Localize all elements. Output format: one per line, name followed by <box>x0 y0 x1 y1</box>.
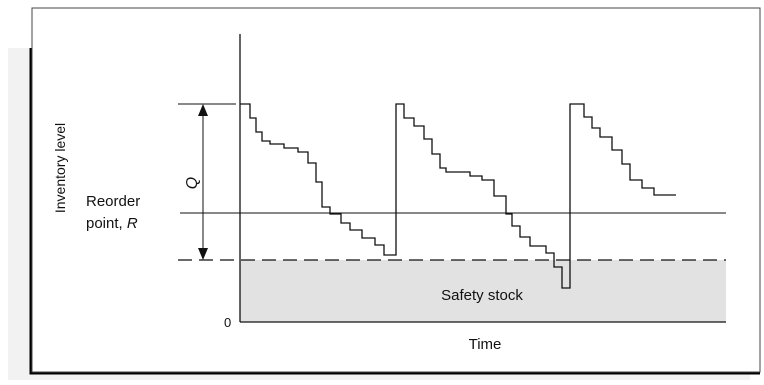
reorder-point-label-line2: point, R <box>86 215 138 232</box>
reorder-point-label-line1: Reorder <box>86 193 140 210</box>
y-axis-label: Inventory level <box>52 123 68 213</box>
q-arrow-head-up <box>198 104 208 116</box>
inventory-level-line <box>240 103 676 289</box>
zero-label: 0 <box>224 315 231 330</box>
q-label: Q <box>184 177 201 189</box>
reorder-point-text: point, <box>86 215 127 232</box>
reorder-point-variable: R <box>127 215 138 232</box>
safety-stock-label: Safety stock <box>441 287 523 304</box>
safety-stock-area <box>240 260 726 322</box>
q-arrow-head-down <box>198 248 208 260</box>
x-axis-label: Time <box>469 336 502 353</box>
